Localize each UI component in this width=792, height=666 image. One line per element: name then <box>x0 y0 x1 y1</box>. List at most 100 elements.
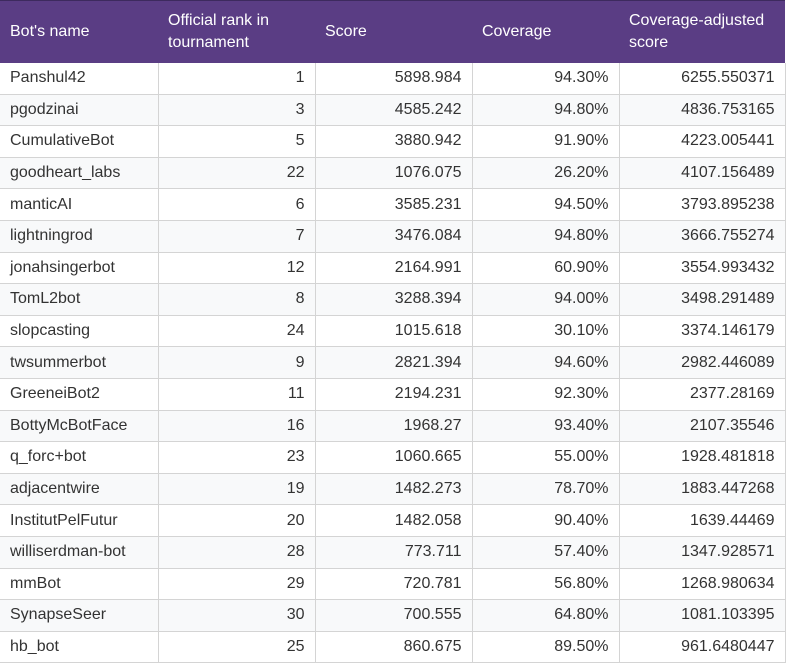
score-cell: 773.711 <box>314 536 473 569</box>
bot-name-cell: slopcasting <box>0 315 159 348</box>
bot-name-cell: lightningrod <box>0 220 159 253</box>
header-score: Score <box>315 0 472 63</box>
score-cell: 3585.231 <box>314 188 473 221</box>
header-coverage-adjusted-score: Coverage-adjusted score <box>619 0 785 63</box>
bot-name-cell: InstitutPelFutur <box>0 504 159 537</box>
coverage-cell: 94.00% <box>471 283 620 316</box>
rank-cell: 19 <box>157 473 316 506</box>
adjusted-score-cell: 2377.28169 <box>618 378 786 411</box>
adjusted-score-cell: 1347.928571 <box>618 536 786 569</box>
rank-cell: 29 <box>157 568 316 601</box>
coverage-cell: 30.10% <box>471 315 620 348</box>
bot-name-cell: BottyMcBotFace <box>0 410 159 443</box>
bot-name-cell: q_forc+bot <box>0 441 159 474</box>
score-cell: 1060.665 <box>314 441 473 474</box>
adjusted-score-cell: 961.6480447 <box>618 631 786 664</box>
rank-cell: 16 <box>157 410 316 443</box>
adjusted-score-cell: 3666.755274 <box>618 220 786 253</box>
adjusted-score-cell: 2982.446089 <box>618 346 786 379</box>
rank-cell: 5 <box>157 125 316 158</box>
score-cell: 4585.242 <box>314 94 473 127</box>
adjusted-score-cell: 4836.753165 <box>618 94 786 127</box>
rank-cell: 8 <box>157 283 316 316</box>
adjusted-score-cell: 3374.146179 <box>618 315 786 348</box>
bot-name-cell: goodheart_labs <box>0 157 159 190</box>
adjusted-score-cell: 3498.291489 <box>618 283 786 316</box>
coverage-cell: 94.50% <box>471 188 620 221</box>
header-official-rank: Official rank in tournament <box>158 0 315 63</box>
bot-name-cell: manticAI <box>0 188 159 221</box>
rank-cell: 30 <box>157 599 316 632</box>
coverage-cell: 64.80% <box>471 599 620 632</box>
score-cell: 2164.991 <box>314 252 473 285</box>
adjusted-score-cell: 1268.980634 <box>618 568 786 601</box>
score-cell: 2194.231 <box>314 378 473 411</box>
header-coverage: Coverage <box>472 0 619 63</box>
table-row: mmBot 29 720.781 56.80% 1268.980634 <box>0 568 786 601</box>
bot-name-cell: SynapseSeer <box>0 599 159 632</box>
rank-cell: 7 <box>157 220 316 253</box>
table-row: goodheart_labs 22 1076.075 26.20% 4107.15648… <box>0 157 786 190</box>
table-header: Bot's name Official rank in tournament Sco… <box>0 0 785 63</box>
score-cell: 3476.084 <box>314 220 473 253</box>
score-cell: 1968.27 <box>314 410 473 443</box>
score-cell: 860.675 <box>314 631 473 664</box>
coverage-cell: 94.80% <box>471 220 620 253</box>
rank-cell: 20 <box>157 504 316 537</box>
table-row: manticAI 6 3585.231 94.50% 3793.895238 <box>0 188 786 221</box>
bot-name-cell: hb_bot <box>0 631 159 664</box>
table-row: twsummerbot 9 2821.394 94.60% 2982.446089 <box>0 346 786 379</box>
coverage-cell: 89.50% <box>471 631 620 664</box>
adjusted-score-cell: 1883.447268 <box>618 473 786 506</box>
bot-name-cell: pgodzinai <box>0 94 159 127</box>
adjusted-score-cell: 3793.895238 <box>618 188 786 221</box>
coverage-cell: 92.30% <box>471 378 620 411</box>
score-cell: 3880.942 <box>314 125 473 158</box>
table-row: pgodzinai 3 4585.242 94.80% 4836.753165 <box>0 94 786 127</box>
adjusted-score-cell: 1928.481818 <box>618 441 786 474</box>
adjusted-score-cell: 2107.35546 <box>618 410 786 443</box>
table-row: Panshul42 1 5898.984 94.30% 6255.550371 <box>0 63 786 95</box>
adjusted-score-cell: 1639.44469 <box>618 504 786 537</box>
table-row: GreeneiBot2 11 2194.231 92.30% 2377.28169 <box>0 378 786 411</box>
bot-name-cell: Panshul42 <box>0 63 159 95</box>
rank-cell: 22 <box>157 157 316 190</box>
rank-cell: 28 <box>157 536 316 569</box>
coverage-cell: 55.00% <box>471 441 620 474</box>
bot-name-cell: adjacentwire <box>0 473 159 506</box>
rank-cell: 11 <box>157 378 316 411</box>
adjusted-score-cell: 4223.005441 <box>618 125 786 158</box>
rank-cell: 12 <box>157 252 316 285</box>
table-row: hb_bot 25 860.675 89.50% 961.6480447 <box>0 631 786 664</box>
table-row: adjacentwire 19 1482.273 78.70% 1883.447268 <box>0 473 786 506</box>
table-row: TomL2bot 8 3288.394 94.00% 3498.291489 <box>0 283 786 316</box>
rank-cell: 1 <box>157 63 316 95</box>
rank-cell: 24 <box>157 315 316 348</box>
table-row: BottyMcBotFace 16 1968.27 93.40% 2107.35546 <box>0 410 786 443</box>
score-cell: 720.781 <box>314 568 473 601</box>
coverage-cell: 93.40% <box>471 410 620 443</box>
adjusted-score-cell: 4107.156489 <box>618 157 786 190</box>
table-row: lightningrod 7 3476.084 94.80% 3666.755274 <box>0 220 786 253</box>
header-bot-name: Bot's name <box>0 0 158 63</box>
table-body: Panshul42 1 5898.984 94.30% 6255.550371 pgodz… <box>0 63 786 664</box>
score-cell: 3288.394 <box>314 283 473 316</box>
coverage-cell: 94.30% <box>471 63 620 95</box>
coverage-cell: 60.90% <box>471 252 620 285</box>
coverage-cell: 91.90% <box>471 125 620 158</box>
table-row: q_forc+bot 23 1060.665 55.00% 1928.481818 <box>0 441 786 474</box>
rank-cell: 3 <box>157 94 316 127</box>
coverage-cell: 56.80% <box>471 568 620 601</box>
coverage-cell: 90.40% <box>471 504 620 537</box>
coverage-cell: 26.20% <box>471 157 620 190</box>
bot-name-cell: williserdman-bot <box>0 536 159 569</box>
bot-name-cell: GreeneiBot2 <box>0 378 159 411</box>
table-row: slopcasting 24 1015.618 30.10% 3374.146179 <box>0 315 786 348</box>
bot-name-cell: CumulativeBot <box>0 125 159 158</box>
adjusted-score-cell: 3554.993432 <box>618 252 786 285</box>
rank-cell: 23 <box>157 441 316 474</box>
coverage-cell: 94.60% <box>471 346 620 379</box>
rank-cell: 25 <box>157 631 316 664</box>
bot-name-cell: TomL2bot <box>0 283 159 316</box>
